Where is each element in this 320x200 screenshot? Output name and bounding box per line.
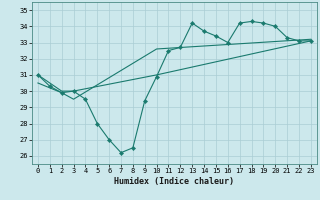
X-axis label: Humidex (Indice chaleur): Humidex (Indice chaleur) [115, 177, 234, 186]
